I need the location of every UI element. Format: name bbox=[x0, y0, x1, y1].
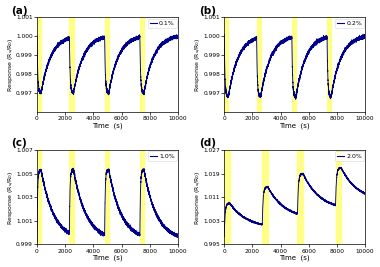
Bar bbox=[105, 150, 109, 244]
Bar bbox=[37, 150, 41, 244]
Y-axis label: Response (R$_s$/R$_0$): Response (R$_s$/R$_0$) bbox=[6, 170, 14, 225]
Text: (b): (b) bbox=[199, 6, 216, 15]
Legend: 0.2%: 0.2% bbox=[335, 19, 364, 28]
Bar bbox=[70, 150, 74, 244]
Bar bbox=[37, 17, 41, 112]
Bar bbox=[70, 17, 74, 112]
Y-axis label: Response (R$_s$/R$_0$): Response (R$_s$/R$_0$) bbox=[6, 37, 14, 92]
Y-axis label: Response (R$_s$/R$_0$): Response (R$_s$/R$_0$) bbox=[193, 37, 202, 92]
Y-axis label: Response (R$_s$/R$_0$): Response (R$_s$/R$_0$) bbox=[193, 170, 202, 225]
Bar bbox=[105, 17, 109, 112]
Bar bbox=[224, 17, 228, 112]
X-axis label: Time  (s): Time (s) bbox=[279, 255, 310, 261]
Text: (d): (d) bbox=[199, 138, 216, 148]
X-axis label: Time  (s): Time (s) bbox=[279, 122, 310, 129]
Legend: 0.1%: 0.1% bbox=[148, 19, 177, 28]
Text: (c): (c) bbox=[12, 138, 27, 148]
Bar bbox=[336, 150, 341, 244]
Text: (a): (a) bbox=[12, 6, 28, 15]
X-axis label: Time  (s): Time (s) bbox=[92, 122, 123, 129]
Legend: 2.0%: 2.0% bbox=[335, 151, 364, 161]
Bar bbox=[256, 17, 261, 112]
Bar bbox=[224, 150, 230, 244]
Bar bbox=[298, 150, 303, 244]
Bar bbox=[262, 150, 268, 244]
Bar bbox=[140, 150, 144, 244]
Bar bbox=[327, 17, 331, 112]
X-axis label: Time  (s): Time (s) bbox=[92, 255, 123, 261]
Legend: 1.0%: 1.0% bbox=[148, 151, 177, 161]
Bar bbox=[292, 17, 296, 112]
Bar bbox=[140, 17, 144, 112]
